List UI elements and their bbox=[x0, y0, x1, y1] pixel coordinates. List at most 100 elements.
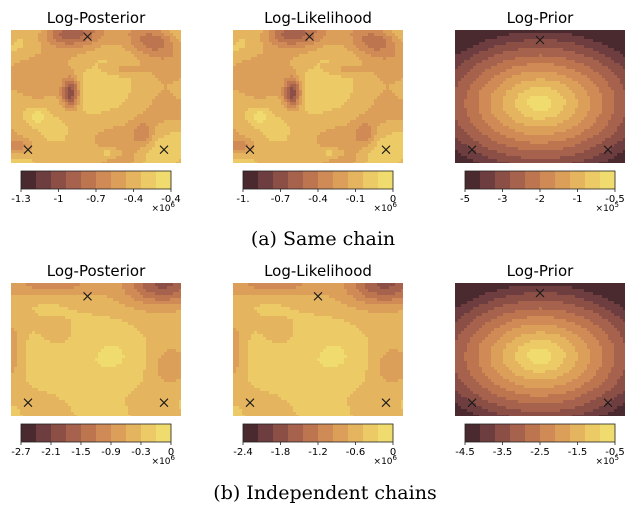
contour-cell bbox=[146, 99, 150, 103]
contour-cell bbox=[278, 144, 282, 148]
contour-cell bbox=[77, 126, 81, 130]
contour-cell bbox=[134, 117, 138, 121]
contour-cell bbox=[23, 117, 27, 121]
contour-cell bbox=[278, 36, 282, 40]
contour-cell bbox=[92, 51, 96, 55]
contour-cell bbox=[257, 57, 261, 61]
contour-cell bbox=[257, 45, 261, 49]
contour-cell bbox=[95, 42, 99, 46]
contour-cell bbox=[104, 45, 108, 49]
contour-cell bbox=[143, 132, 147, 136]
contour-cell bbox=[269, 102, 273, 106]
contour-cell bbox=[308, 105, 312, 109]
contour-cell bbox=[44, 159, 48, 163]
contour-cell bbox=[392, 150, 396, 154]
contour-cell bbox=[143, 129, 147, 133]
contour-cell bbox=[386, 129, 390, 133]
contour-cell bbox=[293, 135, 297, 139]
contour-cell bbox=[341, 57, 345, 61]
contour-cell bbox=[323, 33, 327, 37]
contour-cell bbox=[53, 81, 57, 85]
contour-cell bbox=[59, 54, 63, 58]
contour-cell bbox=[11, 42, 15, 46]
contour-cell bbox=[152, 147, 156, 151]
contour-cell bbox=[395, 96, 399, 100]
contour-cell bbox=[62, 33, 66, 37]
contour-cell bbox=[107, 48, 111, 52]
contour-cell bbox=[89, 96, 93, 100]
contour-cell bbox=[305, 66, 309, 70]
contour-cell bbox=[44, 120, 48, 124]
contour-cell bbox=[113, 135, 117, 139]
contour-cell bbox=[257, 132, 261, 136]
contour-cell bbox=[329, 30, 333, 34]
contour-cell bbox=[119, 87, 123, 91]
contour-cell bbox=[266, 153, 270, 157]
contour-cell bbox=[125, 156, 129, 160]
contour-cell bbox=[83, 42, 87, 46]
contour-cell bbox=[371, 153, 375, 157]
contour-cell bbox=[101, 162, 105, 163]
contour-cell bbox=[80, 117, 84, 121]
contour-cell bbox=[293, 111, 297, 115]
contour-cell bbox=[254, 36, 258, 40]
contour-cell bbox=[254, 141, 258, 145]
contour-cell bbox=[275, 144, 279, 148]
contour-cell bbox=[77, 51, 81, 55]
contour-cell bbox=[260, 60, 264, 64]
contour-cell bbox=[353, 117, 357, 121]
contour-cell bbox=[338, 105, 342, 109]
contour-cell bbox=[77, 117, 81, 121]
contour-cell bbox=[80, 156, 84, 160]
contour-cell bbox=[401, 120, 403, 124]
contour-cell bbox=[173, 129, 177, 133]
contour-cell bbox=[362, 93, 366, 97]
contour-cell bbox=[119, 51, 123, 55]
contour-cell bbox=[134, 132, 138, 136]
contour-cell bbox=[80, 138, 84, 142]
contour-cell bbox=[140, 36, 144, 40]
contour-cell bbox=[389, 105, 393, 109]
contour-cell bbox=[50, 93, 54, 97]
contour-cell bbox=[254, 87, 258, 91]
contour-cell bbox=[161, 150, 165, 154]
contour-cell bbox=[11, 57, 15, 61]
contour-cell bbox=[383, 111, 387, 115]
contour-cell bbox=[350, 117, 354, 121]
contour-cell bbox=[158, 126, 162, 130]
contour-cell bbox=[65, 75, 69, 79]
contour-cell bbox=[107, 39, 111, 43]
contour-cell bbox=[173, 141, 177, 145]
contour-cell bbox=[299, 72, 303, 76]
contour-cell bbox=[335, 87, 339, 91]
contour-cell bbox=[362, 63, 366, 67]
contour-cell bbox=[11, 93, 15, 97]
contour-cell bbox=[23, 75, 27, 79]
contour-cell bbox=[365, 78, 369, 82]
contour-cell bbox=[71, 153, 75, 157]
contour-cell bbox=[92, 66, 96, 70]
contour-cell bbox=[320, 57, 324, 61]
contour-cell bbox=[368, 48, 372, 52]
contour-cell bbox=[104, 150, 108, 154]
contour-cell bbox=[401, 105, 403, 109]
contour-cell bbox=[77, 54, 81, 58]
contour-cell bbox=[65, 162, 69, 163]
contour-cell bbox=[35, 57, 39, 61]
contour-cell bbox=[128, 60, 132, 64]
contour-cell bbox=[59, 132, 63, 136]
contour-cell bbox=[122, 69, 126, 73]
contour-cell bbox=[17, 156, 21, 160]
contour-cell bbox=[305, 75, 309, 79]
contour-cell bbox=[83, 72, 87, 76]
contour-cell bbox=[20, 120, 24, 124]
contour-cell bbox=[317, 135, 321, 139]
contour-cell bbox=[311, 36, 315, 40]
contour-cell bbox=[158, 60, 162, 64]
contour-cell bbox=[92, 111, 96, 115]
contour-cell bbox=[167, 108, 171, 112]
contour-cell bbox=[89, 132, 93, 136]
contour-cell bbox=[383, 123, 387, 127]
contour-cell bbox=[11, 96, 15, 100]
contour-cell bbox=[395, 138, 399, 142]
